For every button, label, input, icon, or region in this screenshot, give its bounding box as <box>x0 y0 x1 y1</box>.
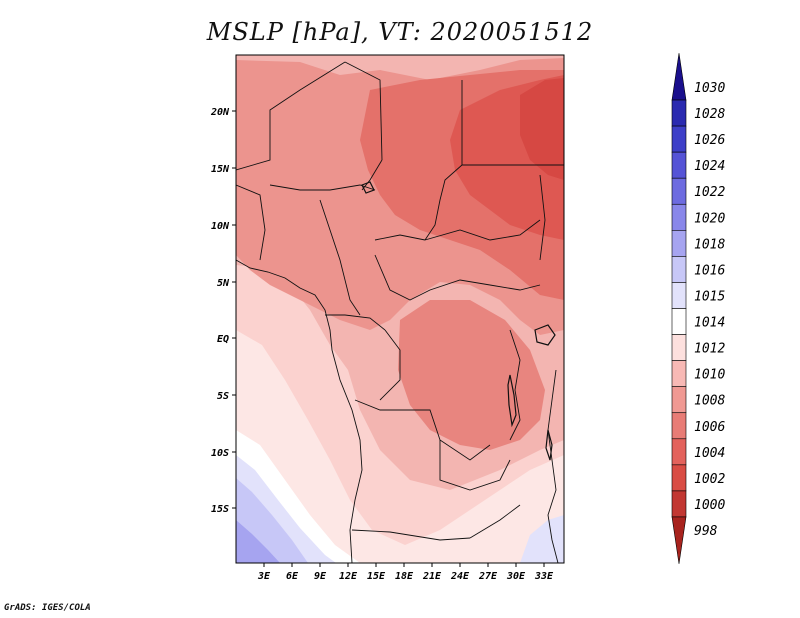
map-frame <box>235 54 565 564</box>
lon-label: 24E <box>450 571 470 582</box>
colorbar-swatch <box>671 516 687 564</box>
colorbar-label: 1000 <box>694 498 725 513</box>
colorbar-label: 1030 <box>694 81 725 96</box>
colorbar-swatch <box>671 360 687 387</box>
lat-label: EQ <box>217 334 229 345</box>
grads-credit: GrADS: IGES/COLA <box>4 603 91 613</box>
colorbar-swatch <box>671 282 687 309</box>
colorbar-swatch <box>671 490 687 518</box>
colorbar-swatch <box>671 412 687 440</box>
colorbar-label: 1004 <box>694 446 725 461</box>
colorbar-swatch <box>671 177 687 205</box>
field-contour-1020 <box>236 520 280 563</box>
lon-label: 12E <box>339 571 358 582</box>
border-niger-nigeria <box>269 184 376 191</box>
colorbar-label: 1010 <box>694 368 725 383</box>
colorbar-swatch <box>671 53 687 101</box>
lat-label: 10S <box>211 448 229 459</box>
lake-victoria <box>534 324 556 346</box>
lon-label: 27E <box>478 571 498 582</box>
colorbar-label: 1015 <box>694 289 725 304</box>
lat-label: 20N <box>210 107 230 118</box>
lon-label: 18E <box>395 571 414 582</box>
lat-label: 15S <box>211 504 229 515</box>
colorbar-label: 1014 <box>694 316 725 331</box>
colorbar-label: 1024 <box>694 159 725 174</box>
border-cameroon-gabon <box>325 314 386 331</box>
colorbar-swatch <box>671 256 687 283</box>
border-sudan-ethiopia <box>539 174 546 261</box>
colorbar-swatch <box>671 203 687 231</box>
colorbar-label: 1018 <box>694 237 725 252</box>
lat-label: 15N <box>211 164 230 175</box>
axis-ticks <box>232 110 545 567</box>
colorbar-label: 1016 <box>694 263 725 278</box>
border-algeria-libya <box>344 61 383 161</box>
colorbar-swatches <box>671 53 687 564</box>
colorbar-swatch <box>671 99 687 127</box>
lon-label: 6E <box>286 571 299 582</box>
border-zambia-zimbabwe <box>469 504 521 539</box>
colorbar-label: 1006 <box>694 420 725 435</box>
lon-label: 33E <box>534 571 554 582</box>
border-drc-tanzania <box>509 329 521 441</box>
colorbar-label: 1002 <box>694 472 725 487</box>
colorbar-swatch <box>671 308 687 335</box>
lake-chad <box>361 181 375 194</box>
field-contour-1016-east <box>520 515 564 563</box>
border-chad-sudan <box>424 164 463 241</box>
colorbar-label: 1012 <box>694 342 725 357</box>
colorbar-swatch <box>671 438 687 466</box>
border-car-drc <box>374 254 491 301</box>
border-sudan-southsudan <box>424 219 541 241</box>
border-congo-drc <box>379 329 401 401</box>
lake-tanganyika <box>507 374 517 428</box>
colorbar-swatch <box>671 125 687 153</box>
colorbar-swatch <box>671 386 687 414</box>
colorbar-swatch <box>671 151 687 179</box>
coastline-west <box>236 259 363 563</box>
field-contour-1008-congo <box>398 300 545 450</box>
colorbar-label: 998 <box>694 524 718 539</box>
border-west-africa <box>236 184 266 261</box>
colorbar-labels: 1030 1028 1026 1024 1022 1020 1018 1016 1015 1014… <box>694 81 725 539</box>
lon-label: 15E <box>367 571 386 582</box>
lat-label: 5N <box>217 278 230 289</box>
colorbar-swatch <box>671 334 687 361</box>
coastline-east <box>547 369 559 563</box>
lakes <box>361 181 556 461</box>
colorbar-label: 1026 <box>694 133 725 148</box>
colorbar-swatch <box>671 464 687 492</box>
border-chad-car <box>374 234 426 241</box>
lake-malawi <box>545 429 553 461</box>
border-southsudan-uganda <box>489 284 541 291</box>
colorbar-label: 1022 <box>694 185 725 200</box>
pressure-field <box>236 55 564 563</box>
lon-label: 9E <box>314 571 327 582</box>
country-borders <box>236 61 564 563</box>
lon-axis-labels: 3E 6E 9E 12E 15E 18E 21E 24E 27E 30E 33E <box>257 571 554 582</box>
colorbar-label: 1020 <box>694 211 725 226</box>
field-contour-1002 <box>520 78 564 180</box>
lat-label: 5S <box>217 391 229 402</box>
map-title: MSLP [hPa], VT: 2020051512 <box>206 18 594 46</box>
colorbar-swatch <box>671 230 687 257</box>
border-angola-zambia <box>439 440 511 491</box>
lon-label: 21E <box>422 571 442 582</box>
field-contour-1014 <box>236 330 564 563</box>
lon-label: 3E <box>257 571 271 582</box>
lat-label: 10N <box>211 221 230 232</box>
border-nigeria-cameroon <box>319 199 361 316</box>
colorbar-label: 1028 <box>694 107 725 122</box>
border-drc-angola <box>354 399 491 461</box>
lat-axis-labels: 20N 15N 10N 5N EQ 5S 10S 15S <box>210 107 230 515</box>
border-niger-mali <box>236 61 346 171</box>
lon-label: 30E <box>506 571 526 582</box>
border-angola-namibia <box>351 529 471 541</box>
colorbar-label: 1008 <box>694 394 725 409</box>
